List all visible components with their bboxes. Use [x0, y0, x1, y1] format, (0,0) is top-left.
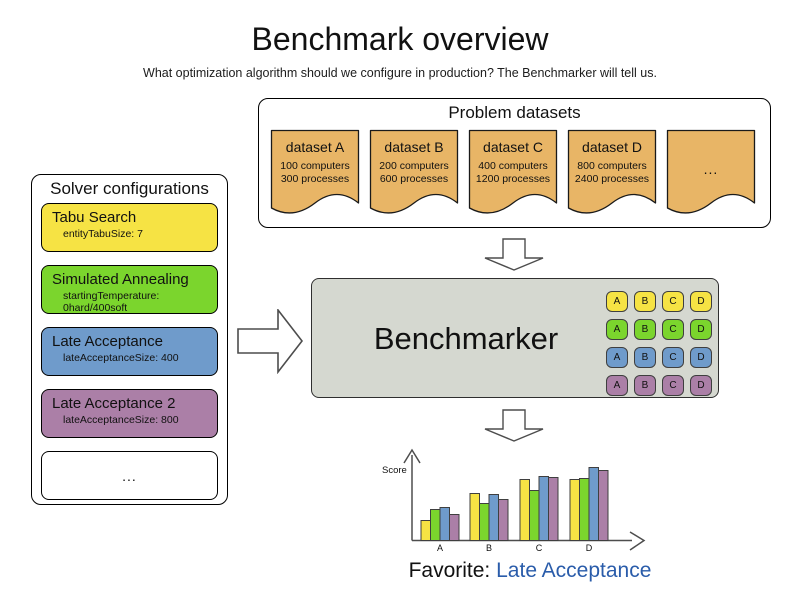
benchmark-job-chip: C [662, 319, 684, 340]
bar-B [498, 499, 509, 541]
solver-name: Tabu Search [52, 209, 137, 226]
bars-group: A B C D [420, 467, 609, 553]
favorite-label: Favorite: [408, 559, 491, 582]
torn-page-shape-icon [666, 129, 756, 214]
score-axis-label: Score [382, 465, 407, 476]
bar-D [598, 470, 609, 541]
benchmark-job-chip: D [690, 319, 712, 340]
arrow-down-icon [484, 409, 544, 442]
torn-page-shape-icon [369, 129, 459, 214]
bar-C [538, 476, 549, 541]
problem-datasets-title: Problem datasets [448, 103, 581, 122]
category-label: D [586, 543, 593, 553]
bar-B [479, 503, 490, 541]
solver-name: Late Acceptance [52, 333, 163, 350]
torn-page-shape-icon [567, 129, 657, 214]
solver-card-more: ... [41, 451, 218, 500]
dataset-processes: 1200 processes [475, 173, 551, 185]
dataset-name: dataset B [384, 139, 444, 155]
benchmark-job-chip: A [606, 347, 628, 368]
bar-D [588, 467, 599, 541]
benchmark-job-chip: C [662, 347, 684, 368]
bar-A [439, 507, 450, 541]
benchmark-job-chip: D [690, 347, 712, 368]
solver-configurations-title: Solver configurations [50, 179, 209, 198]
torn-page-shape-icon [270, 129, 360, 214]
arrow-down-icon [484, 238, 544, 271]
bar-B [469, 493, 480, 541]
dataset-computers: 400 computers [478, 160, 548, 172]
dataset-computers: 800 computers [577, 160, 647, 172]
category-label: B [486, 543, 492, 553]
solver-stack: Tabu Search entityTabuSize: 7 Simulated … [41, 203, 218, 500]
benchmarker-label: Benchmarker [373, 321, 559, 356]
category-label: A [437, 543, 443, 553]
dataset-name: dataset D [582, 139, 642, 155]
y-axis-arrow-icon [403, 448, 421, 464]
benchmark-job-chip: C [662, 375, 684, 396]
page-title: Benchmark overview [251, 21, 549, 57]
bar-C [529, 490, 540, 541]
category-label: C [536, 543, 543, 553]
problem-datasets-panel: Problem datasets dataset A 100 computers… [258, 98, 771, 228]
bar-A [430, 509, 441, 541]
benchmark-job-chip: D [690, 291, 712, 312]
torn-page-shape-icon [468, 129, 558, 214]
solver-card-simulated-annealing: Simulated Annealing startingTemperature:… [41, 265, 218, 314]
benchmark-job-chip: A [606, 375, 628, 396]
bar-C [519, 479, 530, 541]
solver-param: entityTabuSize: 7 [63, 228, 143, 240]
benchmark-job-chip: B [634, 319, 656, 340]
solver-param: lateAcceptanceSize: 800 [63, 414, 179, 426]
solver-configurations-panel: Solver configurations Tabu Search entity… [31, 174, 228, 505]
solver-param: lateAcceptanceSize: 400 [63, 352, 179, 364]
bar-B [488, 494, 499, 541]
dataset-card: dataset C 400 computers 1200 processes [468, 129, 558, 215]
dataset-card: dataset A 100 computers 300 processes [270, 129, 360, 215]
benchmark-job-chip: B [634, 375, 656, 396]
dataset-computers: 200 computers [379, 160, 449, 172]
dataset-cards-row: dataset A 100 computers 300 processes da… [270, 129, 756, 215]
dataset-name: dataset A [285, 139, 345, 155]
score-chart: Score A B C D [382, 448, 646, 553]
dataset-processes: 600 processes [379, 173, 449, 185]
bar-A [420, 520, 431, 541]
solver-name: Late Acceptance 2 [52, 395, 176, 412]
dataset-ellipsis: ... [703, 161, 719, 177]
dataset-card: dataset B 200 computers 600 processes [369, 129, 459, 215]
bar-D [579, 478, 590, 541]
solver-card-late-acceptance-2: Late Acceptance 2 lateAcceptanceSize: 80… [41, 389, 218, 438]
bar-A [449, 514, 460, 541]
dataset-computers: 100 computers [280, 160, 350, 172]
solver-name: Simulated Annealing [52, 271, 189, 288]
benchmark-job-chip: C [662, 291, 684, 312]
dataset-processes: 300 processes [280, 173, 350, 185]
benchmark-job-chip: A [606, 291, 628, 312]
benchmark-job-chip: B [634, 347, 656, 368]
dataset-card: dataset D 800 computers 2400 processes [567, 129, 657, 215]
benchmark-job-chip: B [634, 291, 656, 312]
bar-D [569, 479, 580, 541]
page-subtitle: What optimization algorithm should we co… [143, 66, 657, 80]
arrow-right-icon [237, 309, 304, 374]
favorite-line: Favorite: Late Acceptance [330, 559, 730, 583]
x-axis-arrow-icon [629, 531, 646, 551]
benchmark-job-chip: D [690, 375, 712, 396]
favorite-value: Late Acceptance [496, 559, 652, 582]
dataset-name: dataset C [483, 139, 543, 155]
dataset-processes: 2400 processes [574, 173, 650, 185]
solver-card-tabu-search: Tabu Search entityTabuSize: 7 [41, 203, 218, 252]
dataset-card-more: ... [666, 129, 756, 215]
solver-param: startingTemperature: 0hard/400soft [63, 290, 160, 314]
benchmark-job-chip: A [606, 319, 628, 340]
solver-card-late-acceptance: Late Acceptance lateAcceptanceSize: 400 [41, 327, 218, 376]
bar-C [548, 477, 559, 541]
